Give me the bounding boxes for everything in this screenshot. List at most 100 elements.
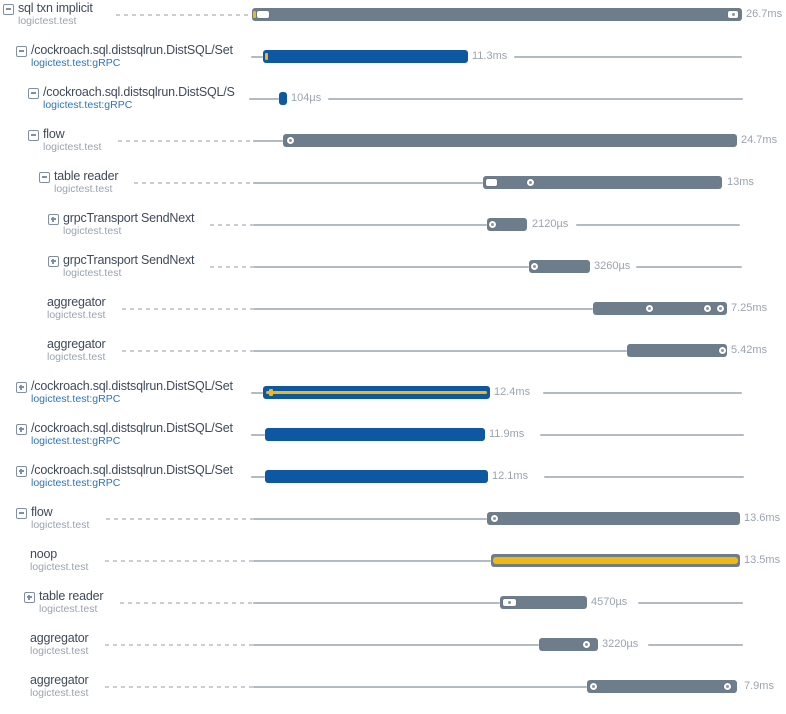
span-title[interactable]: flow [43,127,65,141]
collapse-icon[interactable] [28,130,39,141]
span-title[interactable]: sql txn implicit [18,1,93,15]
duration-label: 5.42ms [731,344,768,356]
trace-span-row: flow logictest.test 24.7ms [0,126,786,168]
dashed-connector [210,224,253,226]
duration-label: 3260µs [594,260,631,272]
span-label: /cockroach.sql.distsqlrun.DistSQL/S logic… [43,85,247,111]
span-duration-bar[interactable] [500,596,587,609]
span-subtitle: logictest.test [63,267,122,279]
expand-icon[interactable] [16,466,27,477]
span-title[interactable]: aggregator [47,337,106,351]
trace-span-row: /cockroach.sql.distsqlrun.DistSQL/Set log… [0,420,786,462]
collapse-icon[interactable] [16,46,27,57]
span-subtitle: logictest.test [39,603,98,615]
span-duration-bar[interactable] [487,512,740,525]
span-label: aggregator logictest.test [30,631,103,657]
span-duration-bar[interactable] [483,176,722,189]
trace-span-row: sql txn implicit logictest.test 26.7ms [0,0,786,42]
collapse-icon[interactable] [28,88,39,99]
lead-line [253,350,627,352]
span-title[interactable]: aggregator [30,631,89,645]
span-duration-bar[interactable] [627,344,727,357]
event-marker-dot [704,305,711,312]
span-duration-bar[interactable] [529,260,590,273]
trail-line [543,392,742,394]
trace-span-row: aggregator logictest.test 7.25ms [0,294,786,336]
expand-icon[interactable] [16,424,27,435]
dashed-connector [105,644,253,646]
collapse-icon[interactable] [3,4,14,15]
lead-line [253,644,539,646]
span-duration-bar[interactable] [593,302,727,315]
dashed-connector [105,560,253,562]
trail-line [636,266,742,268]
trail-line [514,56,742,58]
span-duration-bar[interactable] [265,470,488,483]
trail-line [638,602,743,604]
collapse-icon[interactable] [39,172,50,183]
span-subtitle: logictest.test:gRPC [31,393,121,405]
span-subtitle: logictest.test [30,561,89,573]
span-title[interactable]: grpcTransport SendNext [63,211,195,225]
span-title[interactable]: table reader [39,589,104,603]
duration-label: 12.1ms [492,470,529,482]
trail-line [540,434,744,436]
lead-line [253,140,283,142]
dashed-connector [210,266,253,268]
trace-span-row: /cockroach.sql.distsqlrun.DistSQL/Set log… [0,42,786,84]
trace-span-row: aggregator logictest.test 3220µs [0,630,786,672]
lead-line [251,392,263,394]
dashed-connector [122,308,253,310]
span-duration-bar[interactable] [283,134,737,147]
span-subtitle: logictest.test [30,687,89,699]
span-subtitle: logictest.test [63,225,122,237]
span-title[interactable]: /cockroach.sql.distsqlrun.DistSQL/Set [31,463,233,477]
duration-label: 13.6ms [744,512,781,524]
dashed-connector [116,14,252,16]
span-label: /cockroach.sql.distsqlrun.DistSQL/Set log… [31,43,249,69]
expand-icon[interactable] [48,256,59,267]
expand-icon[interactable] [24,592,35,603]
expand-icon[interactable] [16,382,27,393]
span-title[interactable]: flow [31,505,53,519]
dashed-connector [120,602,253,604]
duration-label: 4570µs [591,596,628,608]
span-title[interactable]: aggregator [30,673,89,687]
span-duration-bar[interactable] [279,92,287,105]
span-title[interactable]: noop [30,547,58,561]
start-marker-tick [253,11,256,18]
lead-line [253,686,587,688]
span-duration-bar[interactable] [263,50,468,63]
start-marker-tick [269,389,273,396]
span-duration-bar[interactable] [263,386,490,399]
span-subtitle: logictest.test [47,309,106,321]
span-label: flow logictest.test [43,127,116,153]
span-duration-bar[interactable] [487,218,527,231]
trace-span-row: flow logictest.test 13.6ms [0,504,786,546]
expand-icon[interactable] [48,214,59,225]
span-label: /cockroach.sql.distsqlrun.DistSQL/Set log… [31,421,249,447]
span-title[interactable]: /cockroach.sql.distsqlrun.DistSQL/S [43,85,235,99]
span-title[interactable]: /cockroach.sql.distsqlrun.DistSQL/Set [31,43,233,57]
trace-span-row: aggregator logictest.test 7.9ms [0,672,786,714]
event-marker-chip [728,11,738,18]
span-duration-bar[interactable] [265,428,485,441]
span-title[interactable]: /cockroach.sql.distsqlrun.DistSQL/Set [31,379,233,393]
duration-label: 3220µs [602,638,639,650]
span-title[interactable]: aggregator [47,295,106,309]
event-marker-dot [717,305,724,312]
span-duration-bar[interactable] [587,680,737,693]
lead-line [253,266,529,268]
span-title[interactable]: /cockroach.sql.distsqlrun.DistSQL/Set [31,421,233,435]
event-marker-chip [486,179,497,186]
span-title[interactable]: grpcTransport SendNext [63,253,195,267]
collapse-icon[interactable] [16,508,27,519]
span-title[interactable]: table reader [54,169,119,183]
span-duration-bar[interactable] [491,554,740,567]
trace-span-row: /cockroach.sql.distsqlrun.DistSQL/Set log… [0,462,786,504]
span-label: table reader logictest.test [54,169,132,195]
span-subtitle: logictest.test:gRPC [31,477,121,489]
span-duration-bar[interactable] [252,8,742,21]
start-marker-tick [265,53,268,60]
